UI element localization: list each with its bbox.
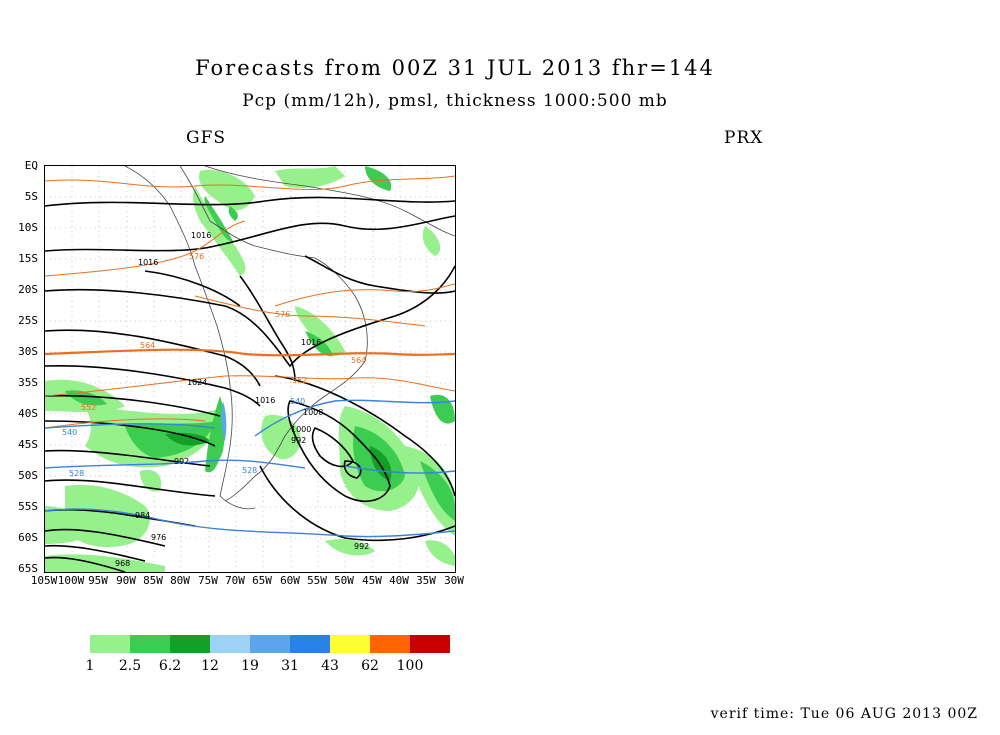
model-label-prx: PRX bbox=[724, 128, 764, 148]
model-label-gfs: GFS bbox=[186, 128, 227, 148]
lon-tick-label: 40W bbox=[389, 574, 409, 587]
lon-tick-label: 75W bbox=[198, 574, 218, 587]
lat-tick-label: 20S bbox=[18, 283, 38, 296]
verification-time: verif time: Tue 06 AUG 2013 00Z bbox=[710, 706, 978, 722]
pressure-label: 968 bbox=[115, 559, 130, 568]
lat-tick-label: 40S bbox=[18, 407, 38, 420]
lat-tick-label: 15S bbox=[18, 252, 38, 265]
forecast-map-canvas: 1016 1016 1016 1024 1016 1008 1000 992 9… bbox=[45, 166, 455, 572]
lon-tick-label: 65W bbox=[252, 574, 272, 587]
pressure-label: 1016 bbox=[255, 396, 275, 405]
pressure-label: 976 bbox=[151, 533, 166, 542]
lon-tick-label: 50W bbox=[334, 574, 354, 587]
lon-tick-label: 105W bbox=[30, 574, 58, 587]
lat-tick-label: 30S bbox=[18, 345, 38, 358]
legend-label: 43 bbox=[321, 658, 339, 674]
thickness-label: 564 bbox=[140, 341, 155, 350]
legend-label: 100 bbox=[396, 658, 424, 674]
pressure-label: 1008 bbox=[303, 408, 323, 417]
legend-label: 19 bbox=[241, 658, 259, 674]
pressure-label: 992 bbox=[174, 457, 189, 466]
pressure-label: 1016 bbox=[301, 338, 321, 347]
legend-swatch bbox=[330, 635, 370, 653]
legend-swatch bbox=[130, 635, 170, 653]
thickness-label: 540 bbox=[62, 428, 77, 437]
legend-label: 6.2 bbox=[158, 658, 182, 674]
lon-tick-label: 30W bbox=[444, 574, 464, 587]
lon-tick-label: 55W bbox=[307, 574, 327, 587]
lat-tick-label: 25S bbox=[18, 314, 38, 327]
pressure-label: 1024 bbox=[187, 378, 207, 387]
lon-tick-label: 100W bbox=[57, 574, 85, 587]
precipitation-areas bbox=[45, 166, 455, 572]
pressure-label: 1000 bbox=[291, 425, 311, 434]
legend-label: 1 bbox=[85, 658, 95, 674]
thickness-label: 576 bbox=[275, 310, 290, 319]
forecast-map: 1016 1016 1016 1024 1016 1008 1000 992 9… bbox=[44, 165, 456, 573]
lon-tick-label: 60W bbox=[280, 574, 300, 587]
thickness-label: 576 bbox=[189, 252, 204, 261]
legend-label: 12 bbox=[201, 658, 219, 674]
lon-tick-label: 45W bbox=[362, 574, 382, 587]
lon-tick-label: 35W bbox=[416, 574, 436, 587]
lon-tick-label: 95W bbox=[88, 574, 108, 587]
thickness-label: 552 bbox=[292, 376, 307, 385]
lon-tick-label: 70W bbox=[225, 574, 245, 587]
lat-tick-label: 65S bbox=[18, 562, 38, 575]
thickness-label: 528 bbox=[69, 469, 84, 478]
legend-label: 2.5 bbox=[118, 658, 142, 674]
legend-swatch bbox=[210, 635, 250, 653]
legend-label: 62 bbox=[361, 658, 379, 674]
lat-tick-label: 5S bbox=[24, 190, 38, 203]
thickness-label: 540 bbox=[290, 397, 305, 406]
thickness-label: 528 bbox=[242, 466, 257, 475]
lat-tick-label: 45S bbox=[18, 438, 38, 451]
legend-swatch bbox=[410, 635, 450, 653]
lat-tick-label: 60S bbox=[18, 531, 38, 544]
lon-tick-label: 90W bbox=[116, 574, 136, 587]
pressure-label: 1016 bbox=[191, 231, 211, 240]
legend-swatch bbox=[170, 635, 210, 653]
thickness-contours-warm bbox=[45, 175, 455, 429]
lat-tick-label: 55S bbox=[18, 500, 38, 513]
legend-swatch bbox=[370, 635, 410, 653]
lat-tick-label: 50S bbox=[18, 469, 38, 482]
lon-tick-label: 85W bbox=[143, 574, 163, 587]
pressure-label: 984 bbox=[135, 511, 150, 520]
thickness-label: 552 bbox=[81, 403, 96, 412]
lat-tick-label: 35S bbox=[18, 376, 38, 389]
legend-label: 31 bbox=[281, 658, 299, 674]
pressure-label: 1016 bbox=[138, 258, 158, 267]
legend-swatch bbox=[290, 635, 330, 653]
contour-labels: 1016 1016 1016 1024 1016 1008 1000 992 9… bbox=[62, 231, 369, 568]
lat-tick-label: EQ bbox=[24, 159, 38, 172]
thickness-contours-cold bbox=[45, 399, 455, 538]
legend-swatch bbox=[90, 635, 130, 653]
lat-tick-label: 10S bbox=[18, 221, 38, 234]
lon-tick-label: 80W bbox=[170, 574, 190, 587]
legend-swatch bbox=[250, 635, 290, 653]
chart-subtitle: Pcp (mm/12h), pmsl, thickness 1000:500 m… bbox=[242, 91, 668, 111]
chart-title: Forecasts from 00Z 31 JUL 2013 fhr=144 bbox=[195, 56, 715, 80]
pressure-label: 992 bbox=[291, 436, 306, 445]
pressure-label: 992 bbox=[354, 542, 369, 551]
thickness-label: 564 bbox=[351, 356, 366, 365]
